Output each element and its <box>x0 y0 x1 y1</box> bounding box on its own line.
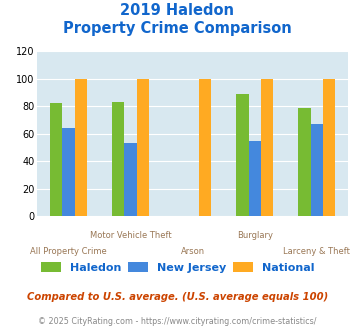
Bar <box>199 79 211 216</box>
Text: Motor Vehicle Theft: Motor Vehicle Theft <box>90 231 171 240</box>
Text: Larceny & Theft: Larceny & Theft <box>283 248 350 256</box>
Legend: Haledon, New Jersey, National: Haledon, New Jersey, National <box>37 258 318 277</box>
Bar <box>261 79 273 216</box>
Text: All Property Crime: All Property Crime <box>30 248 107 256</box>
Bar <box>311 124 323 216</box>
Bar <box>137 79 149 216</box>
Bar <box>323 79 335 216</box>
Text: Property Crime Comparison: Property Crime Comparison <box>63 21 292 36</box>
Bar <box>248 141 261 216</box>
Bar <box>112 102 124 216</box>
Bar <box>298 108 311 216</box>
Bar <box>124 143 137 216</box>
Bar <box>236 94 248 216</box>
Text: Burglary: Burglary <box>237 231 273 240</box>
Text: © 2025 CityRating.com - https://www.cityrating.com/crime-statistics/: © 2025 CityRating.com - https://www.city… <box>38 317 317 326</box>
Text: 2019 Haledon: 2019 Haledon <box>120 3 235 18</box>
Text: Arson: Arson <box>181 248 204 256</box>
Bar <box>75 79 87 216</box>
Bar <box>50 103 62 216</box>
Text: Compared to U.S. average. (U.S. average equals 100): Compared to U.S. average. (U.S. average … <box>27 292 328 302</box>
Bar <box>62 128 75 216</box>
